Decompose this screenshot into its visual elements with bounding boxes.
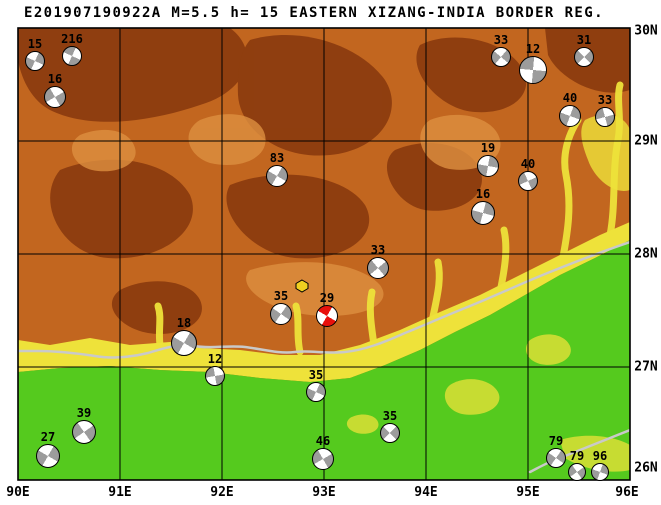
map-title: E201907190922A M=5.5 h= 15 EASTERN XIZAN…: [24, 5, 604, 21]
terrain-lowland-plain: [18, 240, 630, 480]
lon-tick-label: 94E: [414, 485, 438, 500]
lon-tick-label: 92E: [210, 485, 234, 500]
lat-tick-label: 27N: [634, 359, 658, 375]
lat-tick-label: 28N: [634, 246, 658, 262]
station-hexagon-icon: [295, 279, 309, 293]
terrain-ne-yellow-patch: [581, 114, 630, 191]
terrain-floodplain-mottle: [346, 334, 630, 472]
lon-tick-label: 93E: [312, 485, 336, 500]
lat-tick-label: 29N: [634, 133, 658, 149]
lon-tick-label: 90E: [6, 485, 30, 500]
lat-tick-label: 26N: [634, 460, 658, 476]
terrain-layer: [18, 28, 630, 480]
terrain-foothill-band: [18, 222, 630, 382]
graticule-lines: [18, 28, 630, 480]
lon-tick-label: 91E: [108, 485, 132, 500]
lat-tick-label: 30N: [634, 23, 658, 39]
station-hexagon-shape: [295, 279, 309, 293]
map-frame: [17, 27, 631, 481]
lon-tick-label: 96E: [615, 485, 639, 500]
lon-tick-label: 95E: [516, 485, 540, 500]
